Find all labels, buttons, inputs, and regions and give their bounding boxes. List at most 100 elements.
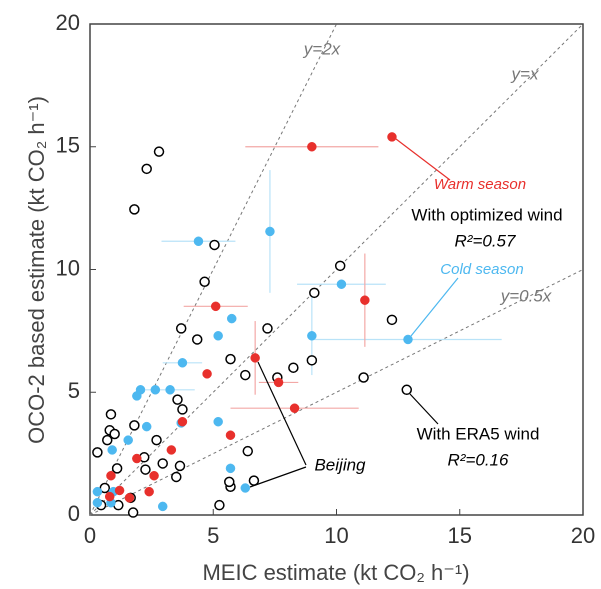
point bbox=[307, 331, 317, 341]
point bbox=[403, 334, 413, 345]
point bbox=[199, 276, 210, 288]
point bbox=[360, 295, 370, 305]
x-tick-label: 15 bbox=[448, 523, 472, 548]
leader-line bbox=[249, 466, 307, 488]
point bbox=[225, 430, 236, 440]
point bbox=[92, 486, 103, 497]
point bbox=[307, 142, 317, 152]
x-axis-title: MEIC estimate (kt CO₂ h⁻¹) bbox=[202, 560, 469, 585]
point bbox=[111, 463, 123, 474]
point bbox=[358, 372, 369, 383]
point bbox=[209, 239, 220, 251]
point bbox=[132, 391, 142, 401]
point bbox=[140, 464, 151, 475]
point bbox=[123, 435, 133, 445]
series-label: Warm season bbox=[434, 176, 526, 193]
point bbox=[175, 323, 187, 334]
point bbox=[265, 226, 275, 237]
point bbox=[172, 394, 183, 405]
point bbox=[124, 493, 135, 503]
point bbox=[165, 385, 175, 395]
series-label: With ERA5 wind bbox=[417, 424, 540, 443]
reference-label: y=x bbox=[511, 64, 539, 83]
point bbox=[309, 287, 320, 299]
point bbox=[191, 334, 203, 345]
annotation: R²=0.16 bbox=[448, 450, 509, 469]
point bbox=[106, 470, 116, 481]
point bbox=[240, 369, 251, 381]
point bbox=[210, 301, 221, 312]
y-tick-label: 0 bbox=[68, 501, 80, 526]
point bbox=[401, 384, 413, 396]
point bbox=[177, 416, 188, 427]
point bbox=[202, 369, 212, 379]
point bbox=[141, 163, 152, 175]
point bbox=[214, 499, 225, 511]
point bbox=[213, 416, 223, 427]
point bbox=[157, 501, 168, 512]
point bbox=[129, 204, 140, 215]
annotation: With optimized wind bbox=[411, 205, 562, 224]
point bbox=[105, 409, 117, 420]
point bbox=[127, 507, 139, 518]
reference-line bbox=[89, 23, 584, 516]
y-tick-label: 5 bbox=[68, 378, 80, 403]
point bbox=[104, 491, 115, 502]
point bbox=[107, 445, 117, 455]
series-label: Cold season bbox=[440, 261, 523, 278]
y-tick-label: 10 bbox=[56, 255, 80, 280]
point bbox=[102, 434, 113, 446]
x-tick-label: 0 bbox=[84, 523, 96, 548]
point bbox=[193, 236, 204, 247]
point bbox=[225, 463, 236, 474]
point bbox=[224, 476, 235, 488]
x-tick-label: 20 bbox=[571, 523, 595, 548]
point bbox=[273, 377, 284, 388]
point bbox=[166, 445, 177, 455]
point bbox=[242, 445, 254, 457]
x-tick-label: 10 bbox=[324, 523, 348, 548]
point bbox=[171, 471, 182, 483]
leader-line bbox=[395, 138, 451, 181]
point bbox=[174, 460, 186, 472]
point bbox=[129, 420, 140, 431]
point bbox=[157, 458, 168, 469]
annotation: Beijing bbox=[314, 455, 366, 474]
leader-line bbox=[410, 277, 459, 337]
reference-label: y=0.5x bbox=[500, 286, 552, 305]
leader-line bbox=[409, 393, 439, 425]
point bbox=[144, 486, 154, 497]
point bbox=[334, 260, 346, 272]
point bbox=[226, 313, 237, 324]
point bbox=[153, 146, 165, 157]
point bbox=[114, 485, 125, 496]
annotation: R²=0.57 bbox=[455, 231, 516, 250]
point bbox=[141, 421, 152, 432]
point bbox=[387, 132, 397, 142]
point bbox=[248, 475, 260, 486]
point bbox=[306, 355, 318, 366]
point bbox=[289, 403, 300, 413]
point bbox=[336, 279, 347, 289]
y-tick-label: 15 bbox=[56, 133, 80, 158]
reference-line bbox=[89, 23, 337, 516]
x-tick-label: 5 bbox=[207, 523, 219, 548]
point bbox=[132, 453, 142, 464]
leader-line bbox=[257, 361, 307, 466]
point bbox=[109, 428, 120, 440]
reference-label: y=2x bbox=[303, 39, 341, 58]
point bbox=[213, 331, 223, 341]
point bbox=[386, 314, 398, 326]
point bbox=[262, 323, 273, 334]
y-axis-title: OCO-2 based estimate (kt CO₂ h⁻¹) bbox=[24, 96, 49, 444]
point bbox=[225, 353, 236, 365]
point bbox=[177, 404, 188, 415]
point bbox=[151, 434, 162, 446]
point bbox=[149, 470, 159, 481]
point bbox=[92, 447, 103, 458]
y-tick-label: 20 bbox=[56, 10, 80, 35]
point bbox=[150, 385, 161, 395]
reference-line bbox=[89, 269, 584, 516]
point bbox=[288, 362, 299, 373]
